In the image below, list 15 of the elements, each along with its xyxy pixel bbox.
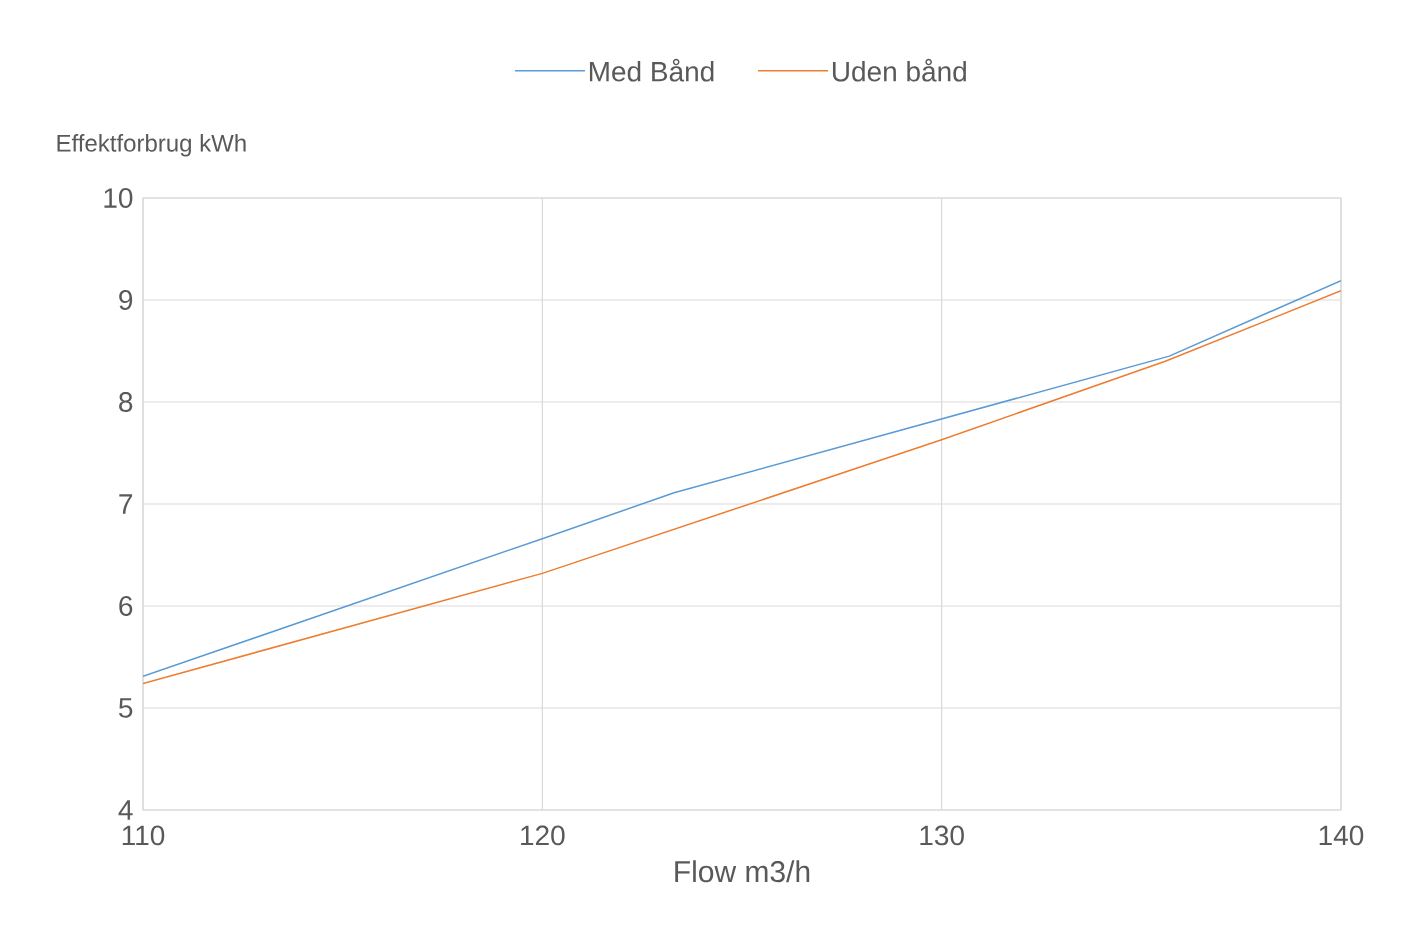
x-tick-label: 110 [122, 825, 165, 846]
y-tick-label: 4 [118, 800, 133, 820]
y-tick-label: 6 [119, 596, 133, 616]
x-axis-title: Flow m3/h [675, 860, 810, 883]
y-tick-label: 8 [119, 392, 133, 412]
y-axis-title: Effektforbrug kWh [57, 134, 246, 157]
y-tick-label: 7 [119, 494, 133, 514]
x-tick-label: 120 [521, 825, 565, 846]
x-tick-label: 140 [1319, 825, 1364, 846]
legend-label: Med Bånd [589, 58, 714, 82]
y-tick-label: 5 [119, 698, 133, 718]
x-tick-label: 130 [920, 825, 964, 846]
y-tick-label: 9 [119, 290, 133, 310]
y-tick-label: 10 [104, 188, 133, 208]
legend-label: Uden bånd [832, 58, 966, 82]
